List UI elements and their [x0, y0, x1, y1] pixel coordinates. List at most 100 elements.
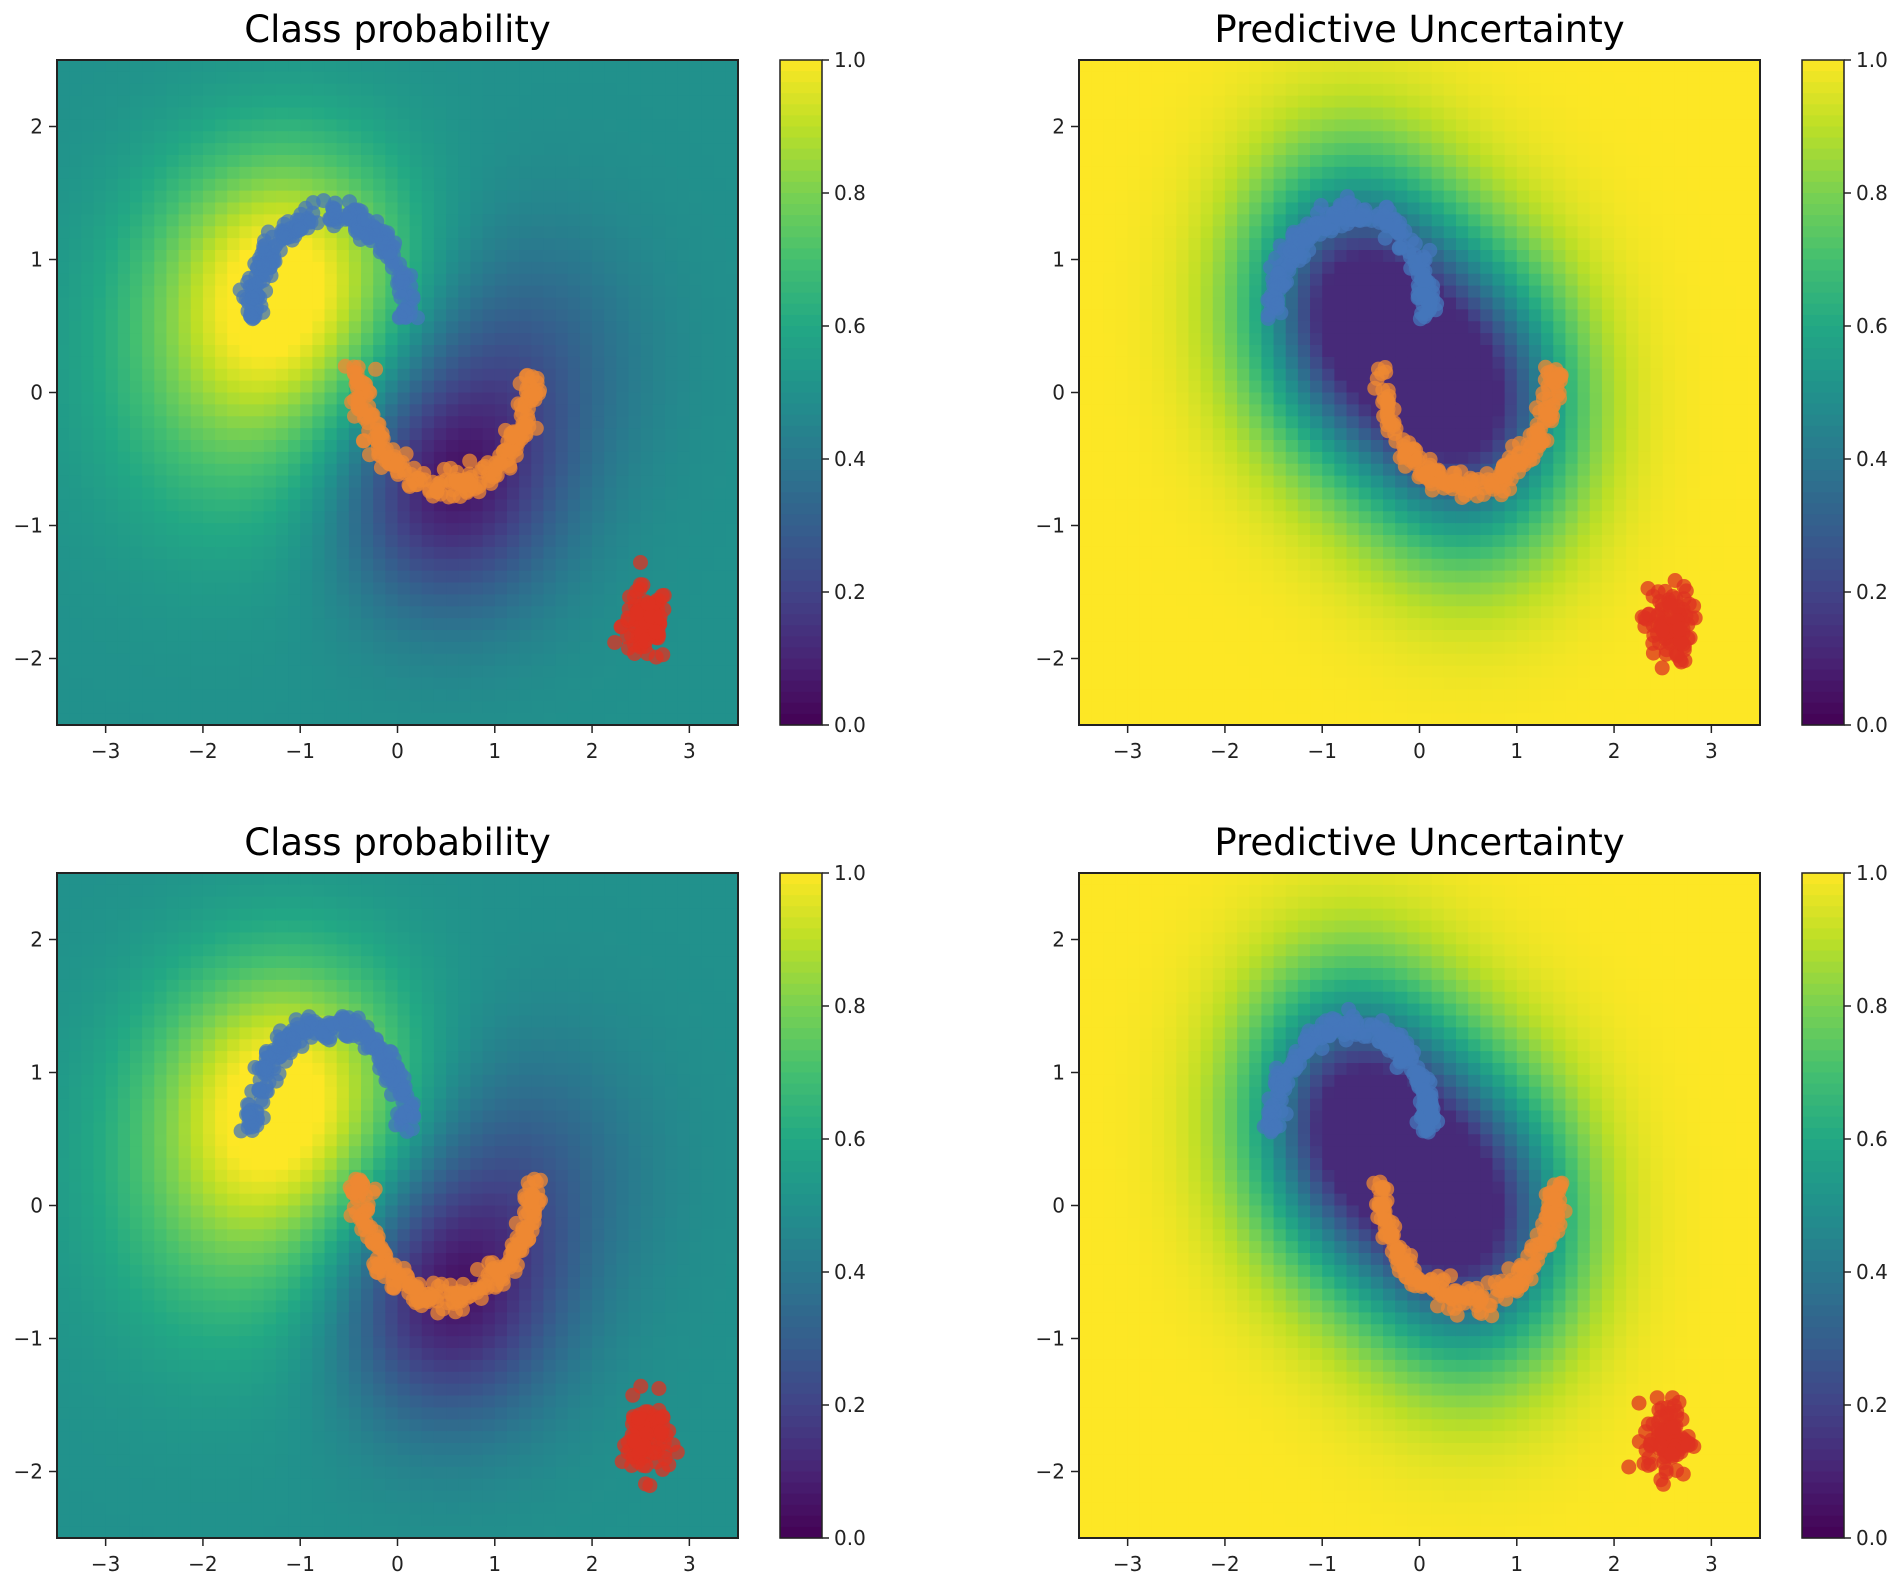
- heatmap-cell: [1322, 499, 1335, 512]
- heatmap-cell: [129, 178, 143, 192]
- heatmap-cell: [1237, 345, 1250, 358]
- scatter-point: [462, 453, 478, 469]
- heatmap-cell: [166, 273, 180, 287]
- heatmap-cell: [543, 226, 557, 239]
- heatmap-cell: [1334, 487, 1348, 500]
- heatmap-cell: [117, 594, 131, 607]
- heatmap-cell: [1091, 155, 1104, 168]
- heatmap-cell: [129, 155, 143, 168]
- heatmap-cell: [616, 523, 630, 536]
- heatmap-cell: [409, 523, 423, 536]
- heatmap-cell: [373, 71, 386, 85]
- heatmap-cell: [166, 250, 180, 263]
- heatmap-cell: [665, 713, 678, 726]
- heatmap-cell: [336, 713, 350, 726]
- heatmap-cell: [1200, 71, 1214, 85]
- heatmap-cell: [1273, 416, 1287, 429]
- heatmap-cell: [69, 155, 82, 168]
- heatmap-cell: [652, 95, 666, 109]
- heatmap-cell: [579, 582, 593, 595]
- heatmap-cell: [543, 285, 557, 299]
- heatmap-cell: [1261, 665, 1275, 679]
- heatmap-cell: [202, 463, 216, 477]
- heatmap-cell: [1188, 428, 1202, 441]
- heatmap-cell: [190, 285, 204, 299]
- heatmap-cell: [701, 107, 715, 120]
- heatmap-cell: [69, 487, 82, 500]
- heatmap-cell: [1212, 463, 1226, 477]
- heatmap-cell: [1249, 475, 1263, 489]
- heatmap-cell: [519, 333, 532, 346]
- heatmap-cell: [579, 345, 593, 358]
- heatmap-cell: [129, 689, 143, 702]
- heatmap-cell: [105, 333, 119, 346]
- heatmap-cell: [1224, 701, 1238, 714]
- heatmap-cell: [677, 333, 690, 346]
- heatmap-cell: [543, 558, 557, 572]
- heatmap-cell: [1212, 119, 1226, 132]
- heatmap-cell: [69, 641, 82, 655]
- colorbar-segment: [780, 115, 822, 128]
- heatmap-cell: [628, 463, 642, 477]
- heatmap-cell: [93, 178, 107, 192]
- heatmap-cell: [1334, 119, 1348, 132]
- heatmap-cell: [288, 689, 301, 702]
- heatmap-cell: [482, 582, 496, 595]
- heatmap-cell: [446, 701, 459, 714]
- scatter-point: [292, 222, 307, 238]
- heatmap-cell: [373, 582, 386, 595]
- heatmap-cell: [458, 333, 472, 346]
- heatmap-cell: [482, 630, 496, 643]
- heatmap-cell: [275, 83, 289, 97]
- heatmap-cell: [336, 546, 350, 560]
- heatmap-cell: [1151, 440, 1165, 453]
- heatmap-cell: [1273, 83, 1287, 97]
- heatmap-cell: [1164, 392, 1177, 405]
- heatmap-cell: [166, 499, 180, 512]
- heatmap-cell: [616, 297, 630, 310]
- heatmap-cell: [628, 665, 642, 679]
- heatmap-cell: [725, 630, 739, 643]
- heatmap-cell: [446, 285, 459, 299]
- heatmap-cell: [604, 166, 617, 180]
- heatmap-cell: [117, 451, 131, 465]
- heatmap-cell: [640, 273, 654, 287]
- heatmap-cell: [713, 701, 727, 714]
- heatmap-cell: [190, 618, 204, 631]
- heatmap-cell: [1334, 333, 1348, 346]
- heatmap-cell: [665, 261, 678, 275]
- heatmap-cell: [1176, 285, 1190, 299]
- heatmap-cell: [142, 250, 155, 263]
- heatmap-cell: [652, 71, 666, 85]
- heatmap-cell: [227, 95, 241, 109]
- heatmap-cell: [142, 511, 155, 524]
- heatmap-cell: [519, 285, 532, 299]
- heatmap-cell: [178, 487, 192, 500]
- heatmap-cell: [446, 570, 459, 584]
- heatmap-cell: [129, 60, 143, 73]
- heatmap-cell: [142, 71, 155, 85]
- heatmap-cell: [154, 226, 168, 239]
- heatmap-cell: [1139, 190, 1153, 204]
- heatmap-cell: [592, 416, 605, 429]
- heatmap-cell: [567, 440, 581, 453]
- heatmap-cell: [1249, 214, 1263, 227]
- heatmap-cell: [215, 238, 228, 251]
- colorbar-segment: [780, 625, 822, 637]
- heatmap-cell: [300, 677, 313, 690]
- heatmap-cell: [300, 60, 313, 73]
- heatmap-cell: [1237, 618, 1250, 631]
- heatmap-cell: [701, 321, 715, 334]
- heatmap-cell: [336, 238, 350, 251]
- colorbar-segment: [780, 370, 822, 383]
- heatmap-cell: [361, 523, 374, 536]
- heatmap-cell: [1103, 285, 1117, 299]
- heatmap-cell: [433, 345, 447, 358]
- heatmap-cell: [494, 499, 508, 512]
- heatmap-cell: [275, 475, 289, 489]
- heatmap-cell: [567, 594, 581, 607]
- heatmap-cell: [117, 570, 131, 584]
- heatmap-cell: [263, 321, 277, 334]
- heatmap-cell: [227, 463, 241, 477]
- heatmap-cell: [421, 404, 435, 417]
